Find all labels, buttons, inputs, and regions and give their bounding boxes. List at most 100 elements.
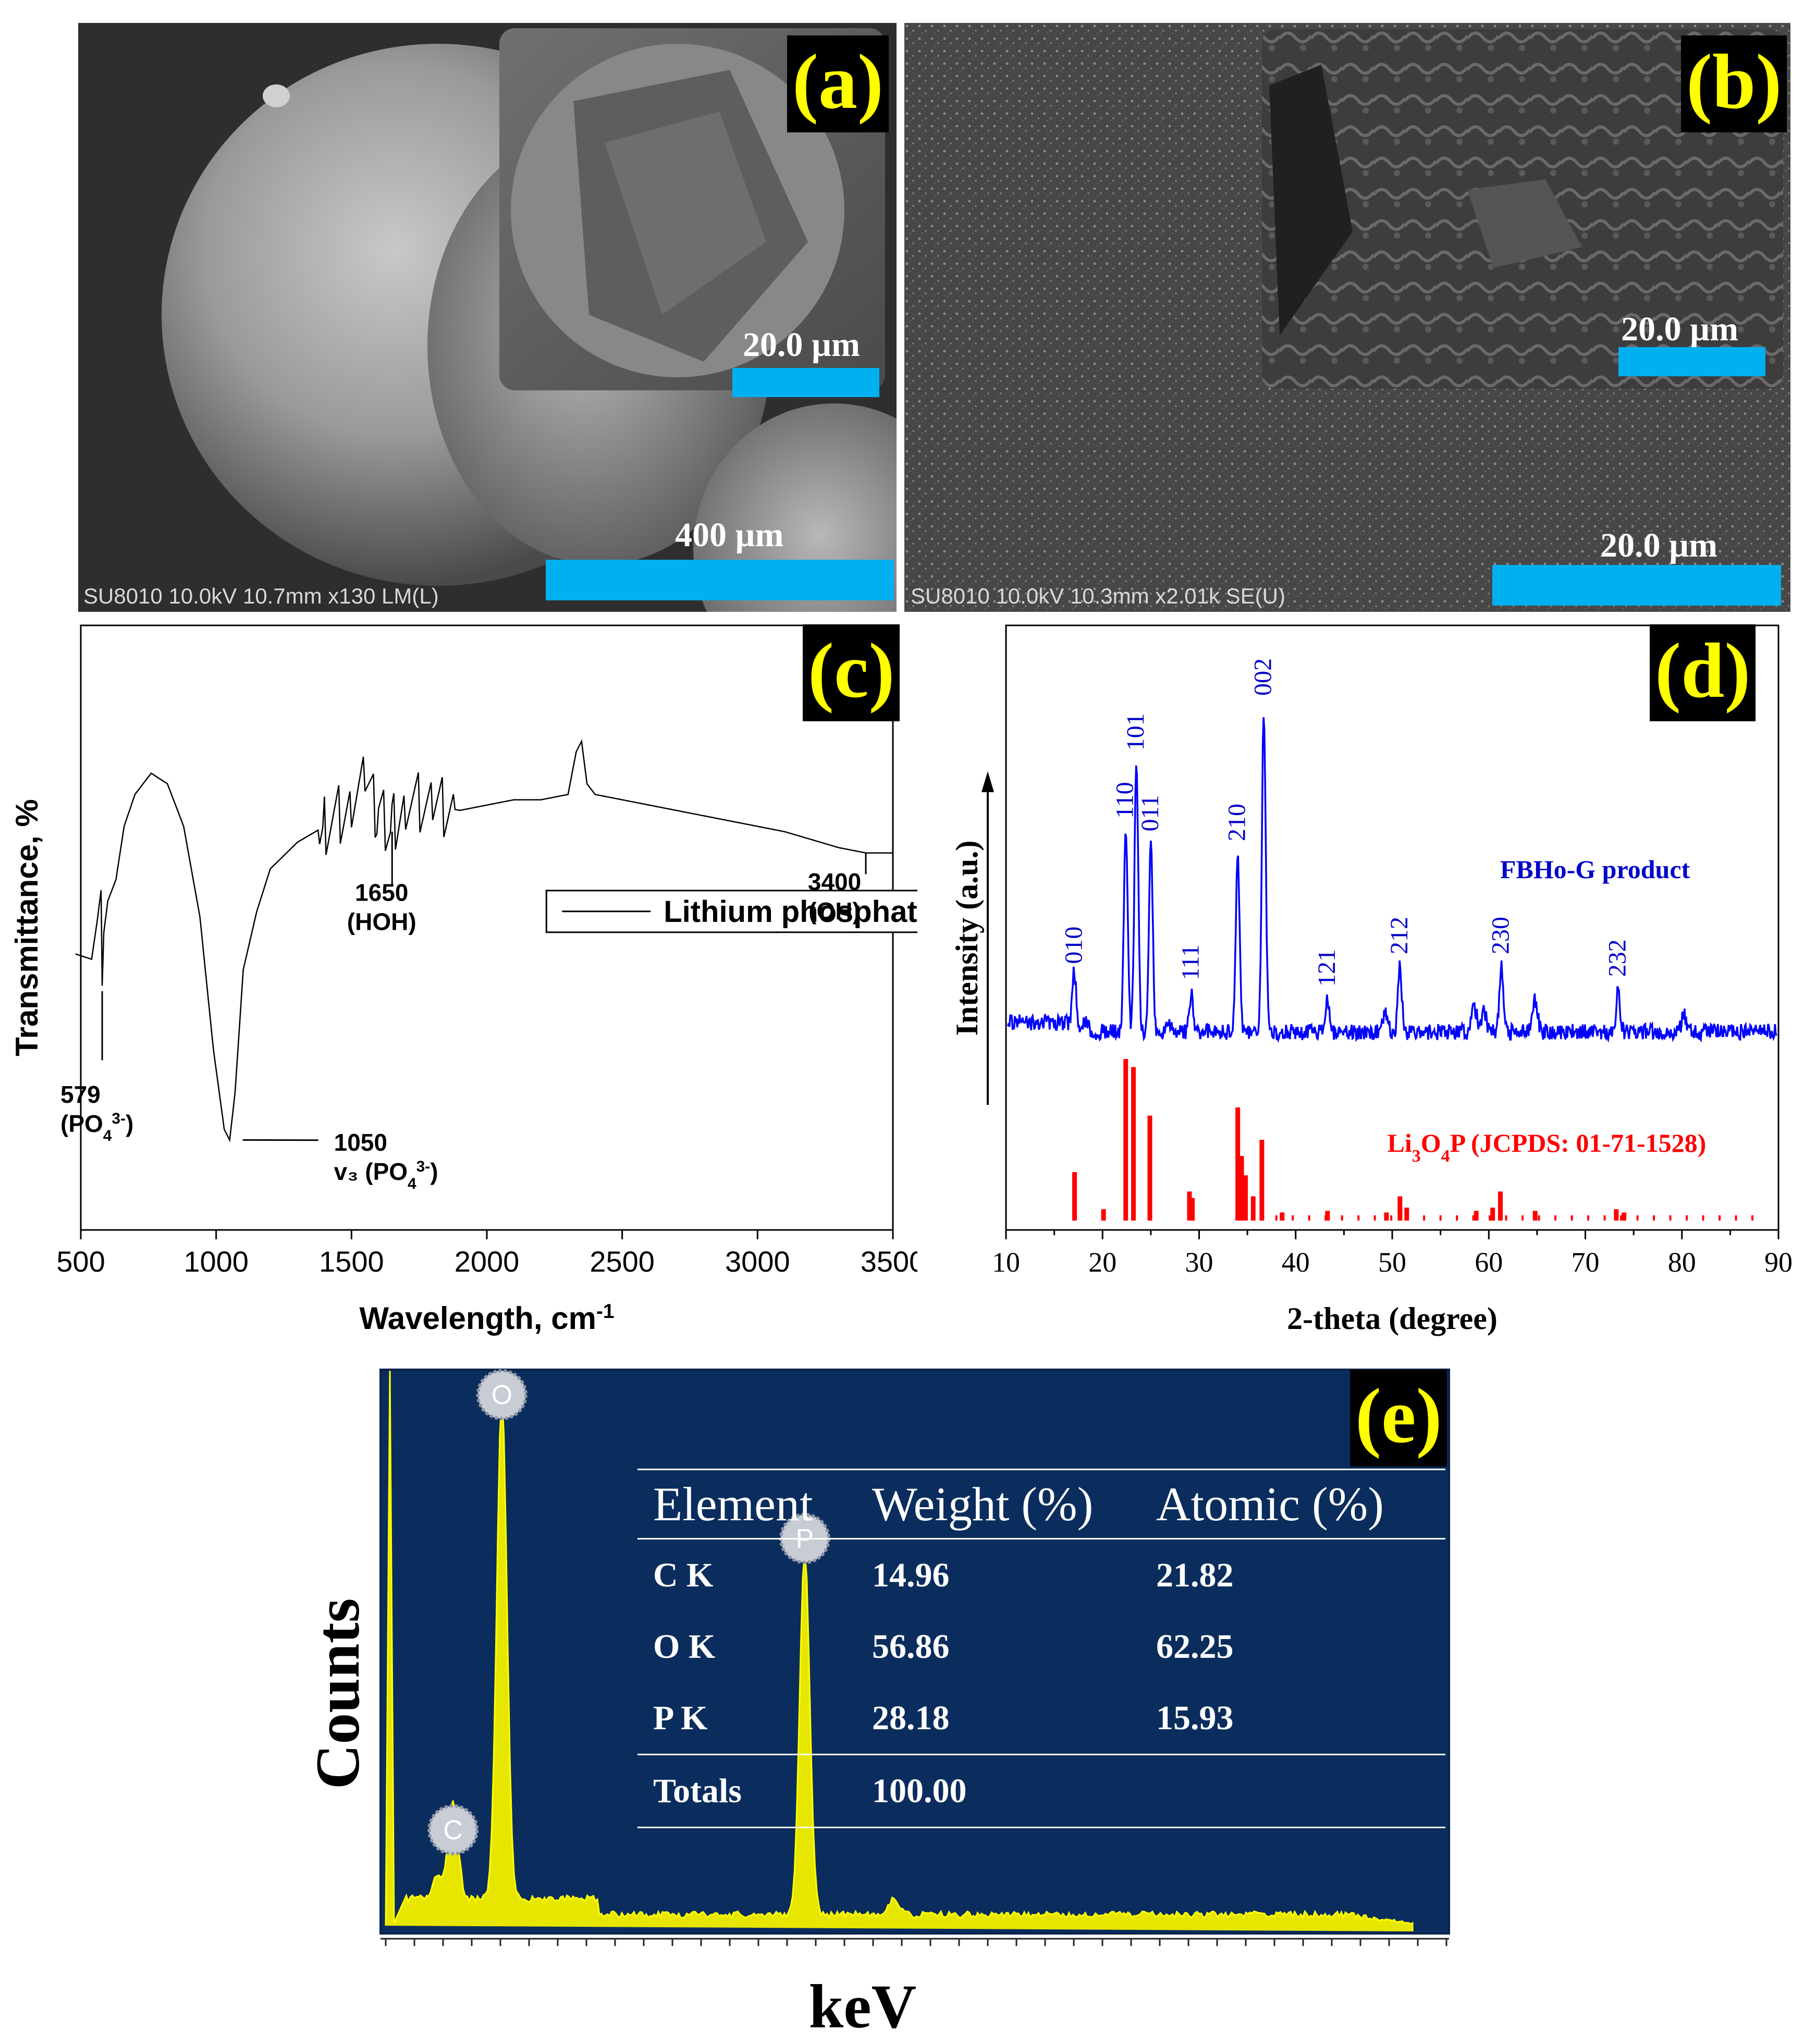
annotation-assignment: (PO43-) bbox=[60, 1110, 133, 1144]
element-marker-label: O bbox=[492, 1380, 512, 1410]
cell-element: P K bbox=[653, 1698, 708, 1737]
peak-label: 232 bbox=[1603, 939, 1631, 977]
panel-e-tag: (e) bbox=[1350, 1370, 1447, 1467]
x-tick-label: 70 bbox=[1572, 1247, 1600, 1278]
y-axis-label: Counts bbox=[303, 1598, 372, 1790]
peak-label: 011 bbox=[1136, 795, 1164, 831]
table-row: O K 56.86 62.25 bbox=[637, 1611, 1445, 1682]
panel-d-xrd-chart: 10 20 30 40 50 60 70 80 90 2-theta (degree) Intens… bbox=[917, 615, 1816, 1355]
cell-element: O K bbox=[653, 1627, 716, 1666]
x-tick-label: 40 bbox=[1282, 1247, 1310, 1278]
main-scale-bar bbox=[1492, 565, 1781, 606]
header-element: Element bbox=[653, 1477, 813, 1531]
table-bottom-rule bbox=[637, 1827, 1445, 1828]
element-marker bbox=[476, 1369, 527, 1421]
cell-weight: 28.18 bbox=[872, 1698, 950, 1737]
peak-label: 110 bbox=[1111, 782, 1139, 818]
annotation-assignment: (HOH) bbox=[347, 908, 416, 935]
panel-c-ftir-chart: 500 1000 1500 2000 2500 3000 3500 Wavelength, c… bbox=[0, 615, 917, 1355]
peak-label: 111 bbox=[1177, 944, 1205, 980]
series-line-lithium-phosphate bbox=[75, 739, 893, 1142]
sem-info-bar: SU8010 10.0kV 10.3mm x2.01k SE(U) bbox=[911, 584, 1286, 608]
table-header-row: Element Weight (%) Atomic (%) bbox=[637, 1470, 1445, 1538]
y-axis-label: Transmittance, % bbox=[9, 799, 44, 1056]
eds-spectrum-line bbox=[385, 1370, 1414, 1931]
annotation-assignment: v₃ (PO43-) bbox=[334, 1158, 438, 1192]
cell-atomic: 21.82 bbox=[1156, 1556, 1234, 1594]
main-scale-bar bbox=[546, 560, 894, 600]
table-totals-rule bbox=[637, 1754, 1445, 1755]
x-tick-label: 30 bbox=[1185, 1247, 1213, 1278]
x-tick-label: 80 bbox=[1668, 1247, 1696, 1278]
x-tick-label: 20 bbox=[1088, 1247, 1116, 1278]
y-axis-arrowhead bbox=[981, 771, 994, 792]
x-tick-label: 3500 bbox=[861, 1245, 917, 1278]
table-body: C K 14.96 21.82 O K 56.86 62.25 P K 28.18 15.93 T… bbox=[637, 1540, 1445, 1828]
cell-weight: 56.86 bbox=[872, 1627, 950, 1666]
x-tick-label: 2500 bbox=[590, 1245, 655, 1278]
xrd-chart-svg: 10 20 30 40 50 60 70 80 90 2-theta (degree) Intens… bbox=[950, 624, 1793, 1336]
x-tick-label: 2000 bbox=[455, 1245, 520, 1278]
x-tick-label: 500 bbox=[56, 1245, 105, 1278]
table-row: C K 14.96 21.82 bbox=[637, 1540, 1445, 1611]
inset-scale-bar bbox=[732, 368, 879, 397]
annotation-assignment: (OH) bbox=[808, 897, 861, 925]
x-tick-label: 90 bbox=[1764, 1247, 1793, 1278]
series-label-li3po4: Li3O4P (JCPDS: 01-71-1528) bbox=[1388, 1128, 1707, 1166]
peak-label: 210 bbox=[1223, 804, 1251, 841]
peak-label: 230 bbox=[1487, 917, 1514, 954]
x-tick-label: 10 bbox=[992, 1247, 1020, 1278]
header-atomic: Atomic (%) bbox=[1156, 1477, 1384, 1531]
cell-weight: 14.96 bbox=[872, 1556, 950, 1594]
annotation-value: 1650 bbox=[355, 879, 408, 906]
y-axis-label: Intensity (a.u.) bbox=[950, 840, 984, 1036]
sem-surface-image bbox=[904, 23, 1790, 612]
x-tick-label: 60 bbox=[1475, 1247, 1503, 1278]
annotation-value: 1050 bbox=[334, 1129, 387, 1156]
sem-particle-image bbox=[78, 23, 897, 612]
x-tick-label: 1500 bbox=[319, 1245, 384, 1278]
panel-a-tag: (a) bbox=[787, 35, 889, 132]
x-axis-label: keV bbox=[809, 1972, 917, 2041]
element-marker-label: C bbox=[443, 1815, 463, 1845]
panel-b-tag: (b) bbox=[1681, 35, 1787, 132]
panel-d-tag: (d) bbox=[1650, 624, 1756, 721]
inset-scale-bar bbox=[1618, 347, 1765, 376]
panel-a-sem-image: (a) 20.0 µm 400 µm SU8010 10.0kV 10.7mm … bbox=[78, 23, 897, 612]
eds-plot-area bbox=[379, 1369, 1450, 1935]
table-row: P K 28.18 15.93 bbox=[637, 1682, 1445, 1754]
table-top-rule bbox=[637, 1469, 1445, 1470]
header-weight: Weight (%) bbox=[872, 1477, 1094, 1531]
table-row: Totals 100.00 bbox=[637, 1755, 1445, 1827]
table-header-rule bbox=[637, 1538, 1445, 1540]
cell-atomic: 62.25 bbox=[1156, 1627, 1234, 1666]
x-axis-label: Wavelength, cm-1 bbox=[359, 1300, 614, 1336]
inset-scale-label: 20.0 µm bbox=[743, 326, 861, 364]
annotation-value: 579 bbox=[60, 1081, 101, 1108]
legend-label: Lithium phosphate bbox=[664, 895, 917, 929]
x-axis-label: 2-theta (degree) bbox=[1287, 1301, 1498, 1336]
peak-label: 121 bbox=[1313, 949, 1341, 987]
peak-label: 010 bbox=[1060, 927, 1088, 964]
main-scale-label: 400 µm bbox=[675, 516, 784, 554]
x-tick-label: 3000 bbox=[725, 1245, 790, 1278]
peak-label: 101 bbox=[1122, 713, 1149, 750]
inset-scale-label: 20.0 µm bbox=[1621, 310, 1739, 348]
cell-element: Totals bbox=[653, 1771, 742, 1810]
main-scale-label: 20.0 µm bbox=[1600, 526, 1718, 564]
eds-composition-table: Element Weight (%) Atomic (%) C K 14.96 21… bbox=[637, 1469, 1445, 1828]
element-marker bbox=[427, 1804, 479, 1856]
x-tick-label: 50 bbox=[1378, 1247, 1406, 1278]
cell-element: C K bbox=[653, 1556, 714, 1594]
annotation-value: 3400 bbox=[808, 868, 861, 895]
series-label-fbho-g: FBHo-G product bbox=[1500, 855, 1690, 884]
panel-b-sem-image: (b) 20.0 µm 20.0 µm SU8010 10.0kV 10.3mm… bbox=[904, 23, 1790, 612]
cell-atomic: 15.93 bbox=[1156, 1698, 1234, 1737]
series-line-fbho-g bbox=[1007, 717, 1777, 1043]
ftir-chart-svg: 500 1000 1500 2000 2500 3000 3500 Wavelength, c… bbox=[9, 624, 917, 1336]
x-tick-label: 1000 bbox=[183, 1245, 249, 1278]
panel-c-tag: (c) bbox=[803, 624, 900, 721]
sem-info-bar: SU8010 10.0kV 10.7mm x130 LM(L) bbox=[83, 584, 439, 608]
